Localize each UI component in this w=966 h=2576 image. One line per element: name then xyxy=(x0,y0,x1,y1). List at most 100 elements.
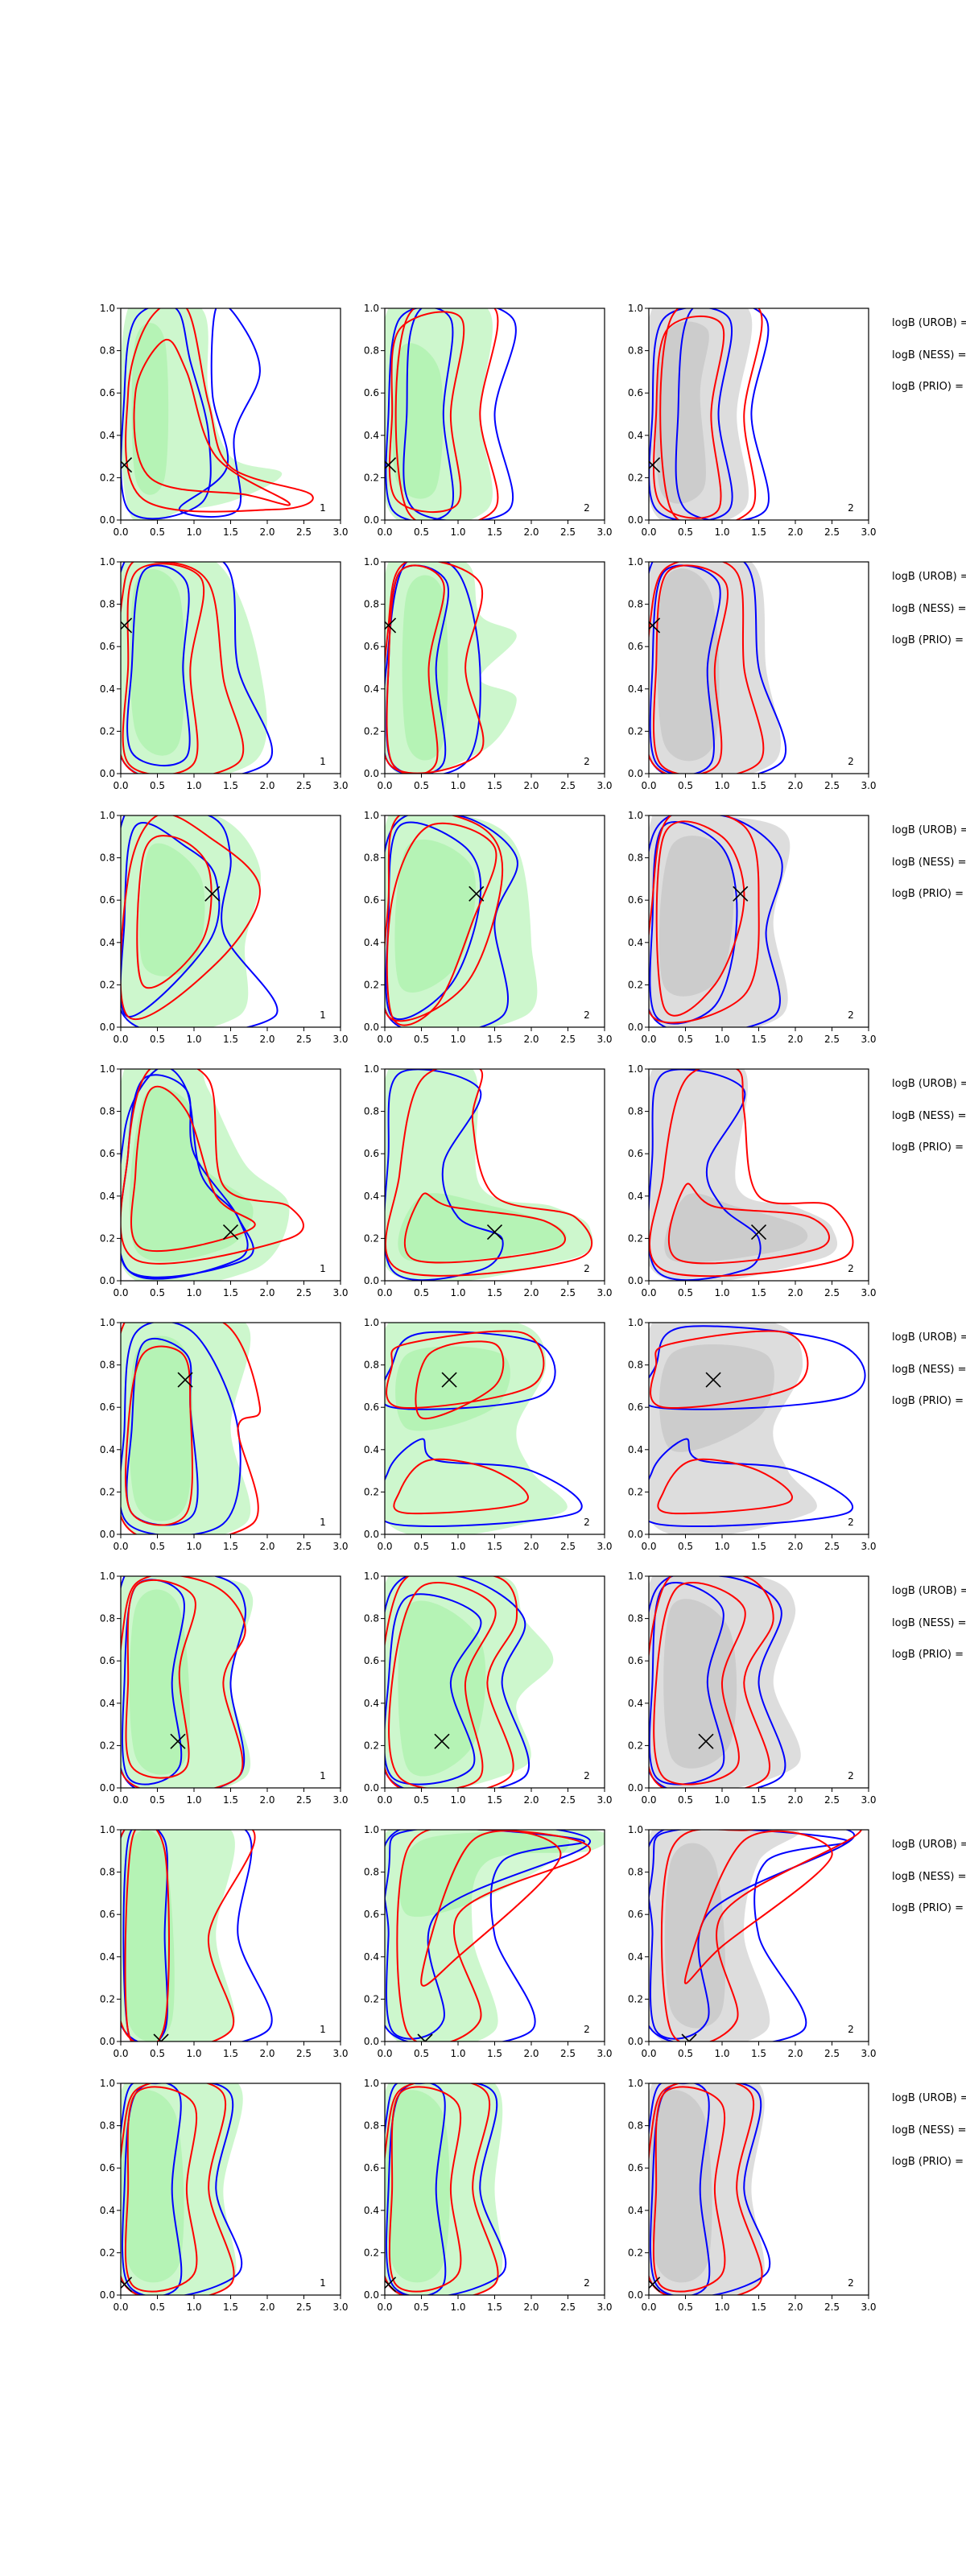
panel-r7-c3: 0.0 0.5 1.0 1.5 2.0 2.5 3.0 0.0 0.2 0.4 0.6 0.8 1.0 2 xyxy=(628,1824,877,2059)
logb-label: logB (UROB) = xyxy=(892,824,966,836)
density-fill-2 xyxy=(657,568,720,762)
x-tick-label: 3.0 xyxy=(332,2048,348,2059)
plot-area xyxy=(649,1576,801,1788)
x-tick-label: 1.5 xyxy=(487,1541,502,1552)
blue-contour-1 xyxy=(649,564,721,774)
blue-contour-2 xyxy=(649,562,786,774)
logb-label: logB (PRIO) = xyxy=(892,1141,964,1154)
corner-label: 1 xyxy=(320,502,326,514)
y-tick-label: 0.4 xyxy=(100,1444,115,1455)
y-tick-label: 0.8 xyxy=(628,599,643,610)
logb-label: logB (UROB) = xyxy=(892,571,966,583)
x-tick-label: 0.5 xyxy=(678,1794,693,1806)
x-tick-label: 2.5 xyxy=(560,1034,576,1045)
logb-label: logB (PRIO) = xyxy=(892,888,964,900)
corner-label: 2 xyxy=(584,1263,590,1274)
red-contour-1 xyxy=(385,1069,593,1277)
corner-label: 2 xyxy=(848,502,854,514)
density-fill-1 xyxy=(385,562,517,774)
plot-area xyxy=(649,815,791,1027)
marker-x xyxy=(705,1372,721,1388)
red-contour-2 xyxy=(121,815,261,1021)
x-tick-label: 1.5 xyxy=(223,1794,238,1806)
x-tick-label: 3.0 xyxy=(861,1541,876,1552)
x-tick-label: 2.5 xyxy=(560,2301,576,2313)
x-tick-label: 3.0 xyxy=(861,526,876,538)
red-contour-1 xyxy=(124,2086,198,2293)
x-tick-label: 1.0 xyxy=(450,1541,465,1552)
x-tick-label: 1.5 xyxy=(487,1287,502,1298)
x-tick-label: 2.5 xyxy=(824,2301,840,2313)
y-tick-label: 0.8 xyxy=(364,1867,379,1878)
x-tick-label: 2.5 xyxy=(296,780,312,791)
y-tick-label: 0.2 xyxy=(364,1486,379,1497)
y-tick-label: 0.2 xyxy=(364,472,379,483)
x-tick-label: 1.0 xyxy=(186,2301,201,2313)
red-contour-2 xyxy=(385,815,504,1022)
y-tick-label: 0.4 xyxy=(100,2205,115,2216)
blue-contour-2 xyxy=(649,815,783,1027)
plot-area xyxy=(121,1323,261,1534)
y-tick-label: 0.4 xyxy=(364,683,379,695)
y-tick-label: 0.4 xyxy=(100,683,115,695)
y-tick-label: 0.6 xyxy=(628,387,643,398)
plot-area xyxy=(649,562,786,774)
y-tick-label: 0.2 xyxy=(100,1486,115,1497)
plot-area xyxy=(649,1323,866,1534)
x-tick-label: 2.0 xyxy=(259,2048,275,2059)
red-contour-1 xyxy=(652,564,729,774)
density-fill-2 xyxy=(664,1843,726,2029)
y-tick-label: 1.0 xyxy=(100,1317,115,1328)
y-tick-label: 0.0 xyxy=(100,2289,115,2301)
panel-r2-c3: 0.0 0.5 1.0 1.5 2.0 2.5 3.0 0.0 0.2 0.4 0.6 0.8 1.0 2 xyxy=(628,556,877,791)
red-contour-1 xyxy=(124,1830,170,2041)
x-tick-label: 1.0 xyxy=(714,1287,729,1298)
x-tick-label: 1.0 xyxy=(450,780,465,791)
y-tick-label: 0.0 xyxy=(364,768,379,779)
y-tick-label: 0.2 xyxy=(100,725,115,737)
y-tick-label: 0.6 xyxy=(364,1909,379,1920)
y-tick-label: 1.0 xyxy=(100,1063,115,1075)
y-tick-label: 0.2 xyxy=(628,2247,643,2258)
y-tick-label: 0.0 xyxy=(100,1022,115,1033)
x-tick-label: 1.0 xyxy=(186,780,201,791)
marker-x xyxy=(204,886,221,902)
blue-contour-2 xyxy=(649,1576,786,1788)
y-tick-label: 0.8 xyxy=(364,1613,379,1624)
x-tick-label: 0.5 xyxy=(678,1034,693,1045)
plot-area xyxy=(121,308,314,520)
y-tick-label: 0.2 xyxy=(364,1232,379,1244)
blue-contour-1 xyxy=(122,1830,168,2041)
density-fill-2 xyxy=(398,1193,567,1263)
x-tick-label: 2.0 xyxy=(523,780,539,791)
marker-x xyxy=(170,1733,186,1749)
x-tick-label: 2.0 xyxy=(787,526,803,538)
blue-contour-2 xyxy=(385,1576,530,1788)
red-contour-2 xyxy=(385,562,485,774)
density-fill-2 xyxy=(138,843,205,976)
panel-r7-c1: 0.0 0.5 1.0 1.5 2.0 2.5 3.0 0.0 0.2 0.4 0.6 0.8 1.0 1 xyxy=(100,1824,349,2059)
y-tick-label: 0.2 xyxy=(628,979,643,990)
red-contour-1 xyxy=(124,1345,193,1526)
y-tick-label: 0.6 xyxy=(364,1148,379,1159)
x-tick-label: 2.0 xyxy=(787,2301,803,2313)
y-tick-label: 0.4 xyxy=(364,1698,379,1709)
panel-r4-c3: 0.0 0.5 1.0 1.5 2.0 2.5 3.0 0.0 0.2 0.4 0.6 0.8 1.0 2 xyxy=(628,1063,877,1298)
marker-x xyxy=(121,457,133,473)
x-tick-label: 0.0 xyxy=(641,1287,656,1298)
x-tick-label: 0.5 xyxy=(150,1287,165,1298)
blue-contour-2 xyxy=(126,1337,199,1526)
y-tick-label: 0.6 xyxy=(100,2162,115,2174)
y-tick-label: 0.2 xyxy=(628,1740,643,1751)
red-contour-2 xyxy=(393,1458,529,1515)
y-tick-label: 0.0 xyxy=(628,768,643,779)
density-fill-2 xyxy=(658,836,734,997)
y-tick-label: 1.0 xyxy=(364,2078,379,2089)
blue-contour-2 xyxy=(402,308,517,520)
red-contour-1 xyxy=(388,1582,497,1788)
density-fill-1 xyxy=(649,308,753,520)
y-tick-label: 0.8 xyxy=(364,852,379,864)
panel-r3-c1: 0.0 0.5 1.0 1.5 2.0 2.5 3.0 0.0 0.2 0.4 0.6 0.8 1.0 1 xyxy=(100,810,349,1045)
density-fill-1 xyxy=(649,1323,817,1534)
density-fill-1 xyxy=(649,1576,801,1788)
